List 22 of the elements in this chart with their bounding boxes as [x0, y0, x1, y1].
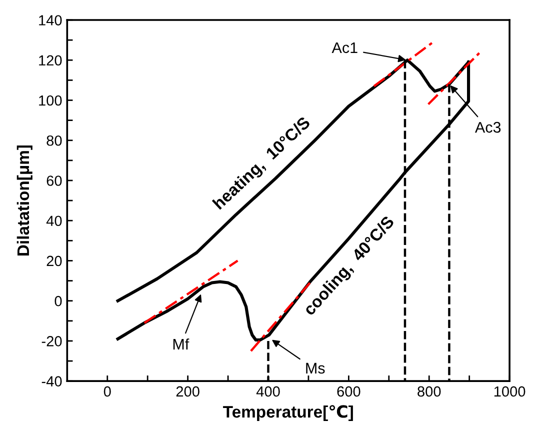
y-tick-label: 20	[46, 256, 62, 266]
x-tick-label: 800	[418, 386, 441, 397]
y-tick-label: 40	[46, 216, 62, 226]
y-tick-label: 100	[39, 95, 62, 106]
y-tick-label: 140	[39, 15, 62, 26]
annotation: Ac1	[332, 42, 358, 54]
x-tick-label: 200	[176, 386, 200, 397]
y-tick-label: 120	[39, 55, 62, 66]
y-tick-label: 60	[46, 176, 62, 186]
x-tick-label: 1000	[494, 386, 526, 397]
y-axis-title: Dilatation[μm]	[16, 145, 32, 256]
annotation: Ms	[306, 362, 325, 374]
y-tick-label: -40	[42, 376, 62, 386]
x-tick-label: 600	[337, 386, 360, 397]
annotation: Ac3	[474, 122, 501, 133]
x-tick-label: 0	[104, 386, 111, 397]
y-tick-label: -20	[42, 336, 62, 346]
y-tick-label: 80	[46, 135, 62, 146]
annotation: Mf	[173, 338, 190, 350]
x-tick-label: 400	[256, 386, 280, 397]
x-axis-title: Temperature[℃]	[223, 405, 353, 422]
y-tick-label: 0	[54, 296, 62, 306]
